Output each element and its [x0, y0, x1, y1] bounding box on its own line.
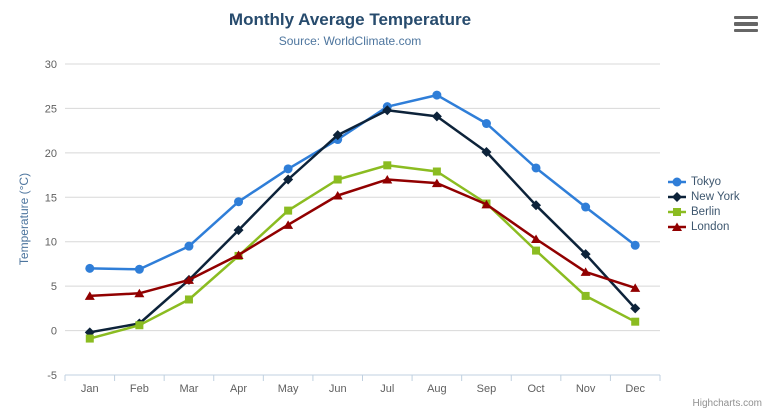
- data-point-london[interactable]: [531, 234, 542, 244]
- data-point-london[interactable]: [183, 275, 194, 284]
- x-tick-label: Feb: [130, 383, 149, 395]
- y-tick-label: -5: [47, 370, 57, 382]
- data-point-london[interactable]: [580, 267, 591, 276]
- series-london: [84, 175, 641, 300]
- x-tick-label: Mar: [179, 383, 198, 395]
- y-tick-label: 25: [45, 103, 57, 115]
- data-point-new-york[interactable]: [233, 225, 244, 236]
- data-point-tokyo[interactable]: [184, 241, 194, 251]
- series-line-new-york[interactable]: [88, 108, 637, 334]
- circle-marker-icon: [668, 177, 686, 187]
- x-tick-label: Oct: [527, 383, 544, 395]
- legend-item-tokyo[interactable]: Tokyo: [668, 176, 740, 188]
- square-marker-icon: [668, 208, 686, 216]
- data-point-new-york[interactable]: [332, 130, 343, 141]
- series-line-tokyo[interactable]: [88, 93, 637, 271]
- chart-title: Monthly Average Temperature: [228, 10, 472, 29]
- credits-link[interactable]: Highcharts.com: [692, 398, 762, 409]
- series-new-york: [84, 105, 641, 338]
- data-point-new-york[interactable]: [481, 146, 492, 157]
- data-point-tokyo[interactable]: [234, 197, 244, 207]
- data-point-tokyo[interactable]: [283, 164, 293, 174]
- x-tick-label: Jun: [329, 383, 347, 395]
- x-tick-label: Dec: [625, 383, 645, 395]
- data-point-berlin[interactable]: [135, 321, 144, 330]
- x-tick-label: May: [278, 383, 299, 395]
- data-point-new-york[interactable]: [580, 249, 591, 260]
- y-tick-label: 30: [45, 59, 57, 71]
- legend-item-london[interactable]: London: [668, 221, 740, 233]
- data-point-new-york[interactable]: [630, 303, 641, 314]
- data-point-berlin[interactable]: [333, 175, 342, 184]
- series-line-berlin[interactable]: [88, 164, 637, 340]
- data-point-london[interactable]: [134, 288, 145, 298]
- legend-item-new-york[interactable]: New York: [668, 191, 740, 203]
- data-point-london[interactable]: [630, 283, 641, 292]
- data-point-tokyo[interactable]: [531, 163, 541, 173]
- data-point-new-york[interactable]: [283, 174, 294, 185]
- y-tick-label: 0: [51, 326, 57, 338]
- y-tick-label: 5: [51, 281, 57, 293]
- data-point-tokyo[interactable]: [481, 119, 491, 129]
- data-point-london[interactable]: [233, 250, 244, 260]
- x-tick-label: Nov: [576, 383, 596, 395]
- data-point-london[interactable]: [481, 199, 492, 209]
- x-tick-label: Apr: [230, 383, 247, 395]
- data-point-london[interactable]: [332, 191, 343, 200]
- x-tick-label: Jan: [81, 383, 99, 395]
- data-point-tokyo[interactable]: [630, 240, 640, 250]
- legend-label: Tokyo: [691, 176, 722, 188]
- legend-label: London: [691, 221, 730, 233]
- x-tick-label: Aug: [427, 383, 447, 395]
- data-point-berlin[interactable]: [284, 206, 293, 215]
- legend-item-berlin[interactable]: Berlin: [668, 206, 740, 218]
- series-line-london[interactable]: [88, 178, 637, 298]
- diamond-marker-icon: [668, 192, 686, 202]
- x-tick-label: Jul: [380, 383, 394, 395]
- data-point-berlin[interactable]: [383, 161, 392, 170]
- data-point-new-york[interactable]: [431, 111, 442, 122]
- data-point-london[interactable]: [84, 291, 95, 300]
- legend: Tokyo New York Berlin London: [668, 176, 740, 233]
- chart-subtitle: Source: WorldClimate.com: [278, 34, 422, 48]
- y-tick-label: 15: [45, 192, 57, 204]
- legend-label: New York: [691, 191, 740, 203]
- data-point-tokyo[interactable]: [134, 264, 144, 274]
- data-point-tokyo[interactable]: [432, 90, 442, 100]
- data-point-berlin[interactable]: [85, 334, 94, 343]
- data-point-london[interactable]: [431, 178, 442, 188]
- data-point-london[interactable]: [283, 220, 294, 229]
- series-tokyo: [85, 90, 640, 274]
- data-point-new-york[interactable]: [382, 105, 393, 116]
- data-point-berlin[interactable]: [184, 295, 193, 304]
- data-point-berlin[interactable]: [532, 246, 541, 255]
- data-point-tokyo[interactable]: [85, 263, 95, 273]
- data-point-tokyo[interactable]: [581, 202, 591, 212]
- data-point-berlin[interactable]: [631, 317, 640, 326]
- data-point-london[interactable]: [382, 175, 393, 184]
- data-point-berlin[interactable]: [581, 291, 590, 300]
- legend-label: Berlin: [691, 206, 721, 218]
- export-menu-button[interactable]: [733, 13, 759, 35]
- data-point-berlin[interactable]: [432, 167, 441, 176]
- y-tick-label: 10: [45, 237, 57, 249]
- triangle-marker-icon: [668, 222, 686, 231]
- y-tick-label: 20: [45, 148, 57, 160]
- data-point-new-york[interactable]: [531, 200, 542, 211]
- x-tick-label: Sep: [477, 383, 497, 395]
- hamburger-icon: [734, 15, 758, 33]
